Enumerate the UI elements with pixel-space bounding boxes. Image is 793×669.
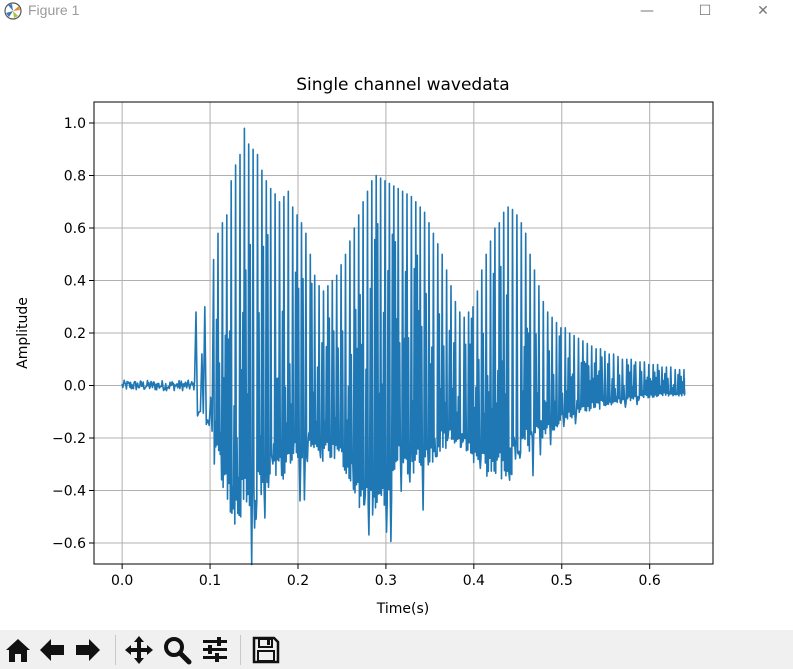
x-tick-label: 0.2	[287, 573, 309, 589]
x-axis-label: Time(s)	[376, 601, 429, 617]
x-tick-label: 0.4	[463, 573, 485, 589]
wave-chart: 0.0 0.1 0.2 0.3 0.4 0.5 0.6 −0.6 −0.4 −0.2 0.0 0.2…	[15, 75, 714, 617]
toolbar-separator	[240, 635, 241, 665]
y-tick-label: 0.6	[64, 221, 86, 237]
y-tick-label: 0.0	[64, 379, 86, 395]
x-tick-label: 0.0	[111, 573, 133, 589]
y-tick-label: 1.0	[64, 116, 86, 132]
pan-button[interactable]	[123, 634, 155, 666]
zoom-button[interactable]	[161, 634, 193, 666]
y-tick-label: 0.2	[64, 326, 86, 342]
matplotlib-logo-icon	[4, 2, 22, 20]
forward-arrow-icon	[76, 639, 100, 661]
wavedata-series-line	[121, 127, 686, 566]
save-icon	[252, 636, 280, 664]
y-ticks: −0.6 −0.4 −0.2 0.0 0.2 0.4 0.6 0.8 1.0	[52, 116, 94, 552]
minimize-button[interactable]: —	[640, 3, 654, 19]
y-axis-label: Amplitude	[15, 297, 31, 369]
y-tick-label: 0.8	[64, 169, 86, 185]
toolbar-separator	[115, 635, 116, 665]
close-button[interactable]: ✕	[757, 3, 769, 19]
x-tick-label: 0.3	[375, 573, 397, 589]
home-icon	[6, 639, 30, 662]
figure-canvas[interactable]: 0.0 0.1 0.2 0.3 0.4 0.5 0.6 −0.6 −0.4 −0.2 0.0 0.2…	[0, 24, 793, 630]
chart-title: Single channel wavedata	[296, 75, 509, 95]
save-button[interactable]	[250, 634, 282, 666]
maximize-button[interactable]: ☐	[698, 3, 712, 19]
y-tick-label: −0.2	[52, 431, 86, 447]
x-tick-label: 0.6	[639, 573, 661, 589]
forward-button[interactable]	[72, 634, 104, 666]
zoom-icon	[164, 637, 192, 665]
home-button[interactable]	[2, 634, 34, 666]
title-bar: Figure 1 — ☐ ✕	[0, 0, 793, 24]
x-tick-label: 0.1	[199, 573, 221, 589]
configure-subplots-button[interactable]	[199, 634, 231, 666]
x-ticks: 0.0 0.1 0.2 0.3 0.4 0.5 0.6	[111, 564, 661, 589]
pan-icon	[125, 636, 153, 664]
back-button[interactable]	[36, 634, 68, 666]
window-title: Figure 1	[28, 2, 80, 18]
y-tick-label: 0.4	[64, 274, 86, 290]
y-tick-label: −0.6	[52, 536, 86, 552]
back-arrow-icon	[40, 639, 64, 661]
x-tick-label: 0.5	[551, 573, 573, 589]
configure-subplots-icon	[203, 637, 227, 662]
plot-area	[121, 127, 686, 566]
navigation-toolbar	[0, 630, 793, 669]
y-tick-label: −0.4	[52, 484, 86, 500]
